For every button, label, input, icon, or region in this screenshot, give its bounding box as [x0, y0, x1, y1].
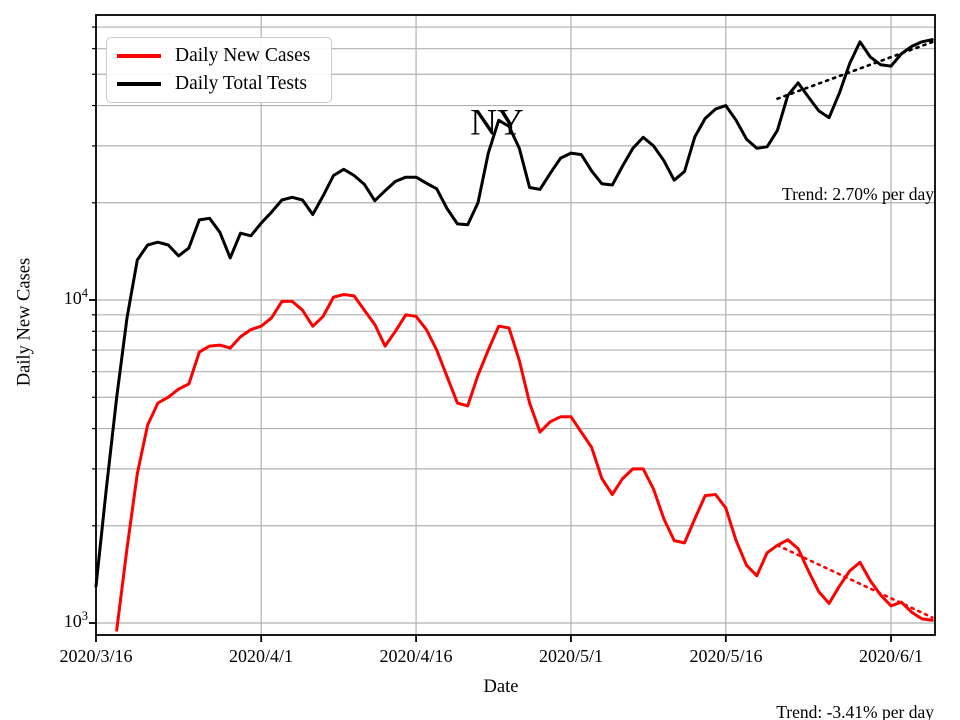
y-tick-label-1e4: 104: [63, 286, 88, 308]
tests-trend-annotation: Trend: 2.70% per day: [782, 184, 934, 204]
x-tick-label-3: 2020/5/1: [538, 646, 603, 666]
legend-item-cases: Daily New Cases: [117, 46, 331, 66]
tests-trend-line: [776, 40, 934, 101]
legend: Daily New Cases Daily Total Tests: [106, 37, 332, 103]
x-tick-label-1: 2020/4/1: [228, 646, 293, 666]
plot-border: [95, 14, 936, 636]
x-tick-label-0: 2020/3/16: [59, 646, 133, 666]
legend-swatch-tests: [117, 82, 161, 86]
legend-label-tests: Daily Total Tests: [175, 73, 307, 95]
cases-trend-annotation: Trend: -3.41% per day: [776, 702, 934, 720]
y-axis-label: Daily New Cases: [14, 257, 35, 387]
series-line-tests: [94, 38, 934, 588]
legend-label-cases: Daily New Cases: [175, 45, 311, 67]
legend-swatch-cases: [117, 54, 161, 58]
y-tick-label-1e3: 103: [63, 609, 88, 631]
x-tick-label-2: 2020/4/16: [379, 646, 453, 666]
x-tick-label-4: 2020/5/16: [689, 646, 763, 666]
series-line-cases: [115, 293, 934, 632]
x-tick-label-5: 2020/6/1: [858, 646, 923, 666]
x-axis-label: Date: [483, 677, 519, 697]
legend-item-tests: Daily Total Tests: [117, 74, 331, 94]
